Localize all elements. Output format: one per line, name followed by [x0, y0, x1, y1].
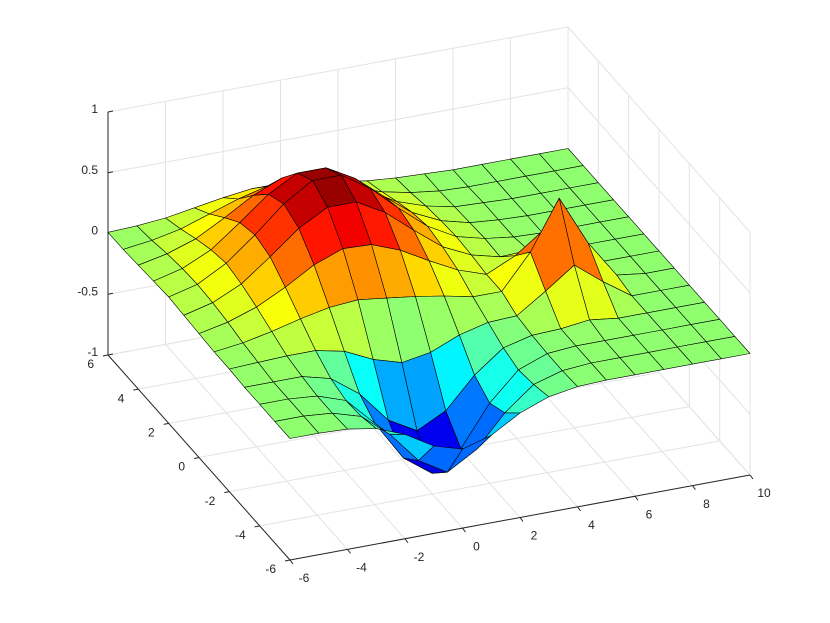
x-tick-label: 10 — [757, 486, 771, 500]
x-tick-label: 4 — [588, 518, 595, 532]
x-tick — [462, 527, 466, 533]
x-tick — [749, 474, 754, 480]
y-tick-label: -6 — [265, 562, 276, 576]
surface-cell — [274, 415, 320, 439]
y-tick — [102, 354, 109, 357]
x-tick-label: -4 — [356, 561, 367, 575]
y-tick — [133, 388, 139, 391]
z-tick-label: -0.5 — [77, 284, 98, 298]
y-tick — [254, 525, 260, 528]
y-tick-label: 2 — [148, 426, 155, 440]
y-tick-label: -2 — [205, 494, 216, 508]
x-tick — [519, 517, 524, 522]
x-tick — [577, 506, 581, 512]
x-tick — [634, 495, 639, 501]
z-tick — [107, 171, 114, 174]
y-tick — [163, 422, 169, 425]
x-tick-label: -2 — [414, 550, 425, 564]
y-tick-label: 6 — [87, 357, 94, 371]
x-tick — [692, 485, 696, 490]
y-tick — [193, 457, 200, 459]
grid-line — [567, 26, 751, 233]
x-tick-label: 6 — [646, 507, 653, 521]
z-tick — [107, 110, 114, 113]
y-tick-label: 4 — [118, 391, 125, 405]
z-tick-label: 1 — [91, 102, 98, 116]
z-tick-label: -1 — [87, 345, 98, 359]
grid-line — [107, 26, 569, 113]
z-tick-label: 0.5 — [81, 163, 98, 177]
x-tick-label: 2 — [531, 529, 538, 543]
y-tick-label: 0 — [178, 460, 185, 474]
x-tick — [404, 538, 409, 544]
z-tick — [107, 353, 114, 356]
y-tick — [224, 491, 230, 494]
grid-line — [107, 87, 569, 174]
x-tick-label: 0 — [473, 539, 480, 553]
x-tick — [347, 549, 351, 554]
grid-line — [259, 440, 720, 527]
x-tick — [289, 559, 294, 565]
z-tick — [107, 292, 114, 295]
z-tick-label: 0 — [91, 224, 98, 238]
x-tick-label: 8 — [703, 497, 710, 511]
y-tick-label: -4 — [235, 528, 246, 542]
grid-line — [567, 87, 751, 294]
x-tick-label: -6 — [299, 571, 310, 585]
y-tick — [284, 559, 291, 562]
